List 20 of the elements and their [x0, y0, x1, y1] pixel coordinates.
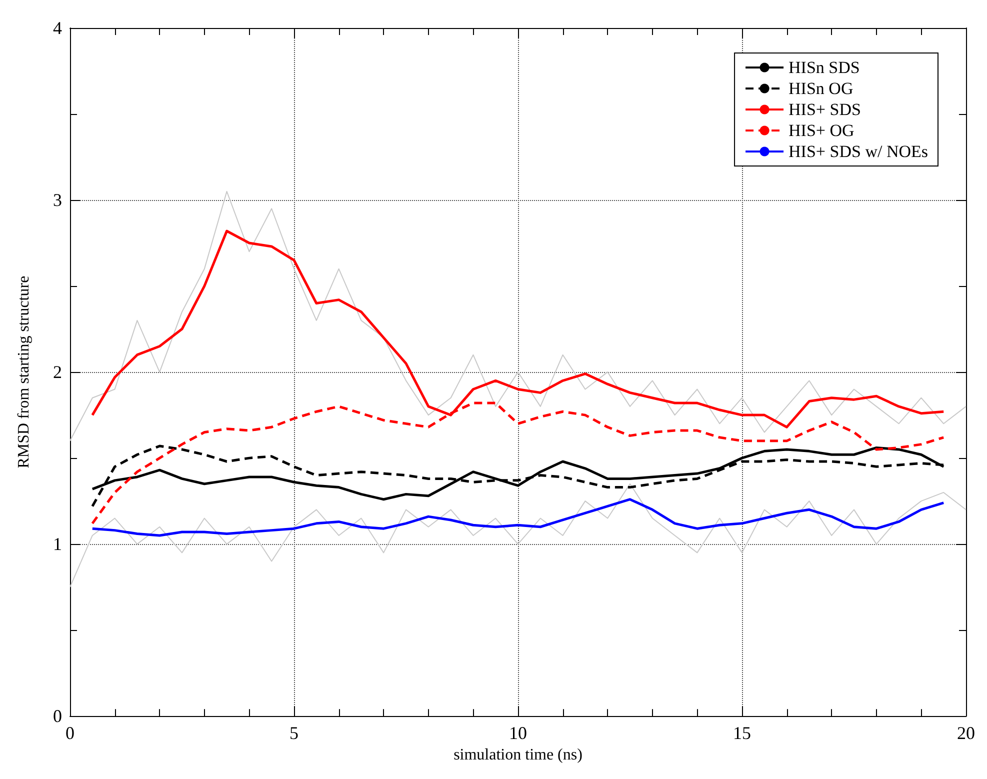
y-tick-label: 2 [53, 362, 62, 382]
y-tick-label: 3 [53, 190, 62, 210]
legend-label: HISn SDS [788, 58, 860, 77]
legend-label: HIS+ SDS w/ NOEs [788, 142, 928, 161]
y-tick-label: 1 [53, 534, 62, 554]
legend-label: HISn OG [788, 79, 854, 98]
line-series [70, 483, 966, 588]
legend-label: HIS+ OG [788, 121, 854, 140]
line-series [70, 190, 966, 442]
line-series [91, 498, 945, 537]
y-axis-title: RMSD from starting structure [16, 276, 32, 468]
x-tick-label: 15 [733, 723, 751, 744]
y-tick-label: 0 [53, 706, 62, 726]
x-tick-label: 5 [290, 723, 298, 744]
x-tick-label: 20 [957, 723, 975, 744]
y-tick-label: 4 [53, 18, 62, 38]
x-tick-label: 10 [509, 723, 527, 744]
x-tick-label: 0 [66, 723, 74, 744]
x-axis-title: simulation time (ns) [454, 746, 582, 764]
legend-label: HIS+ SDS [788, 100, 861, 119]
